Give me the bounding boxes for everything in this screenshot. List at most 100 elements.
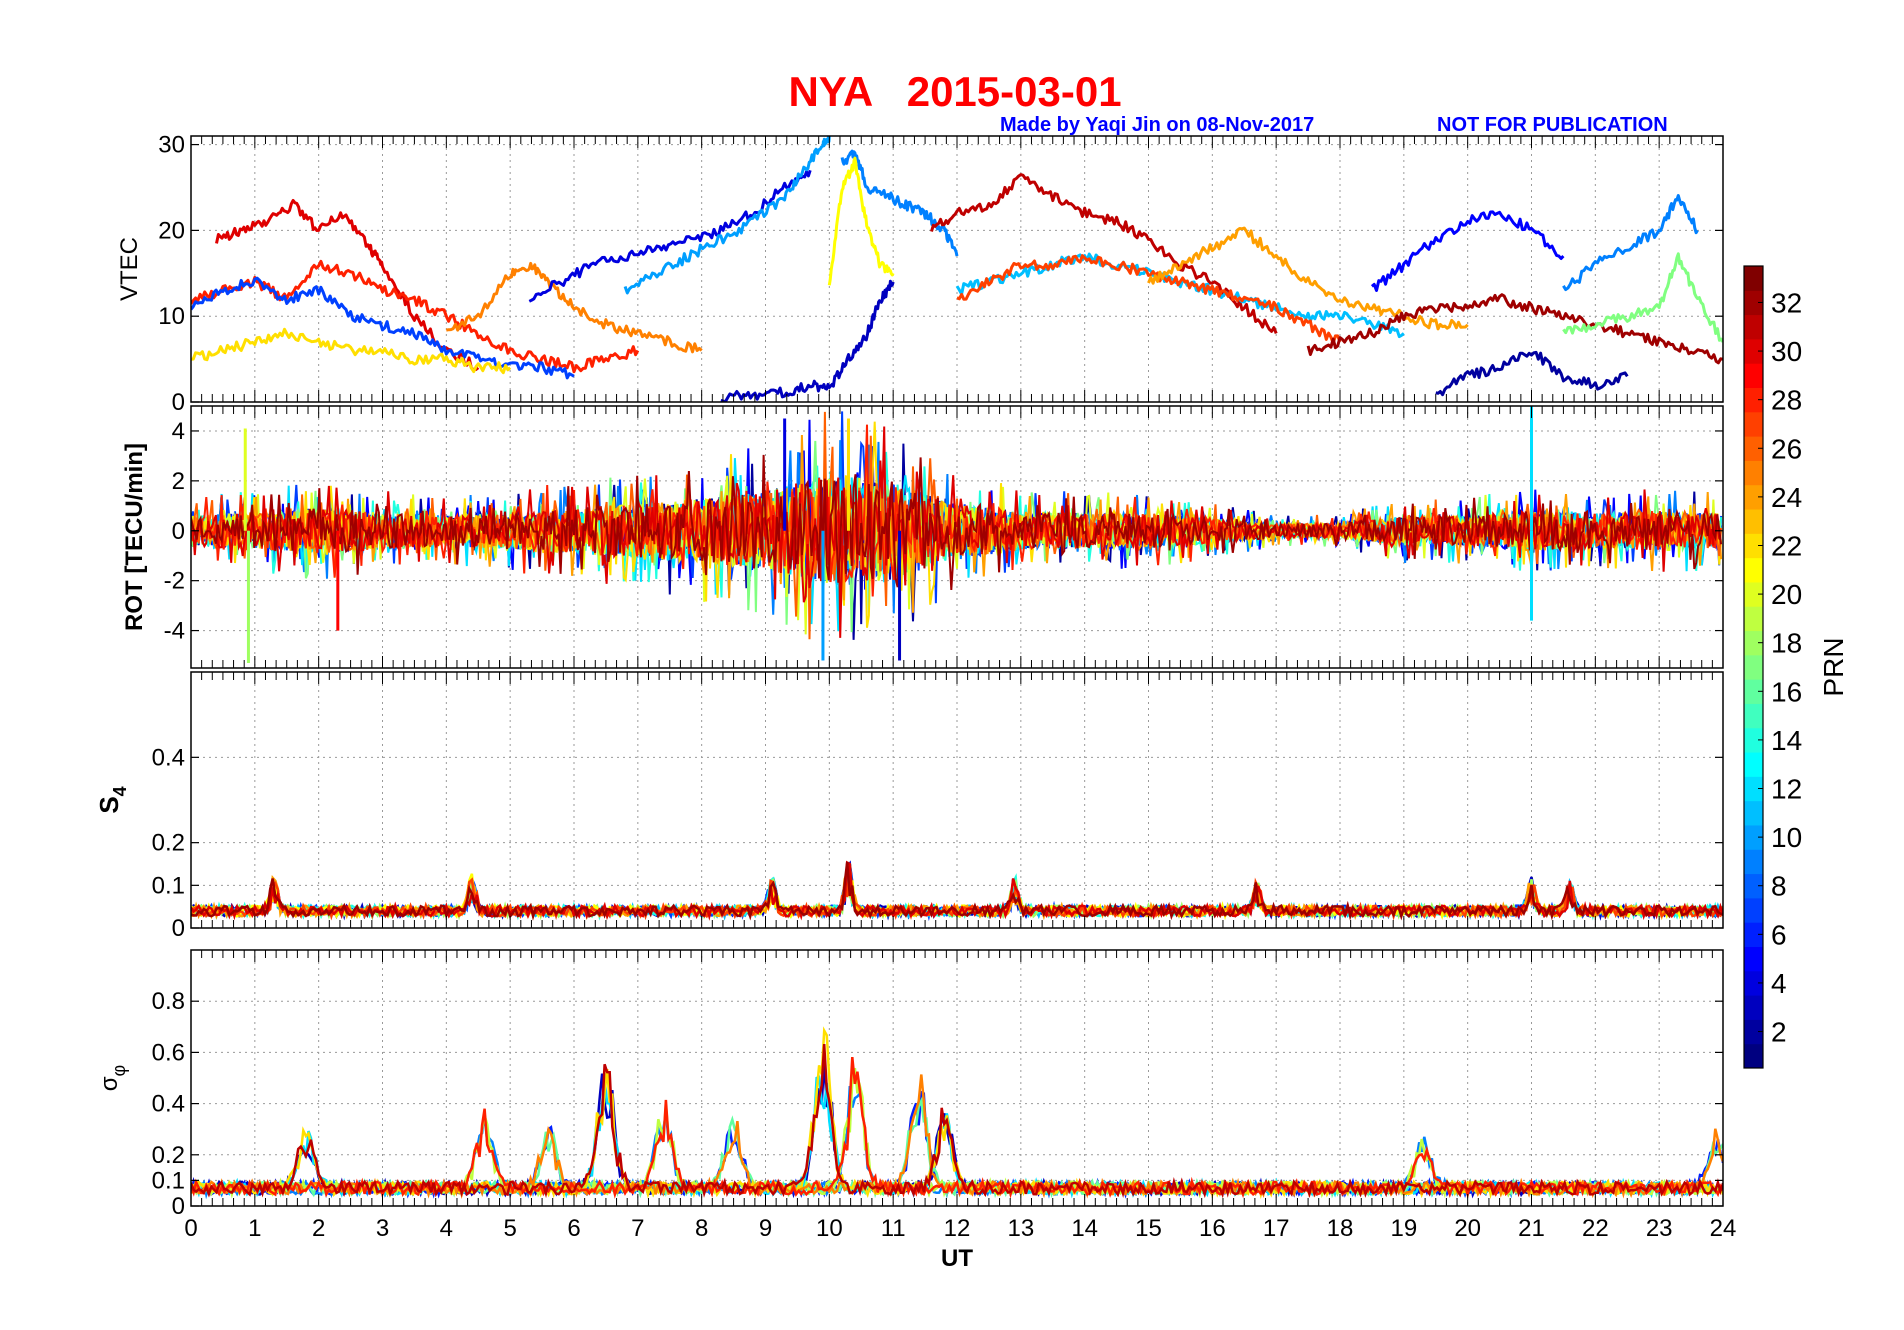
vtec-series-line bbox=[528, 169, 812, 303]
y-tick-label: 20 bbox=[158, 217, 185, 244]
x-tick-label: 11 bbox=[881, 1215, 906, 1242]
colorbar-band bbox=[1744, 533, 1763, 559]
s4-panel: 0 0.1 0.2 0.4 S4 bbox=[94, 671, 1724, 942]
colorbar-band bbox=[1744, 727, 1763, 753]
sigma-ylabel: σφ bbox=[96, 1065, 129, 1091]
colorbar-tick-label: 32 bbox=[1771, 287, 1802, 318]
x-tick-label: 19 bbox=[1390, 1215, 1417, 1242]
s4-series bbox=[191, 860, 1723, 922]
colorbar-band bbox=[1744, 1043, 1763, 1069]
vtec-series-line bbox=[1370, 210, 1565, 292]
colorbar-band bbox=[1744, 800, 1763, 826]
x-tick-label: 18 bbox=[1327, 1215, 1354, 1242]
colorbar-band bbox=[1744, 752, 1763, 777]
colorbar-label: PRN bbox=[1818, 637, 1849, 696]
colorbar-tick-label: 16 bbox=[1771, 676, 1802, 707]
sigma-ticks: 00.10.2 0.4 0.6 0.8 bbox=[152, 950, 1724, 1220]
x-tick-label: 8 bbox=[695, 1215, 708, 1242]
colorbar-band bbox=[1744, 557, 1763, 583]
colorbar-tick-label: 20 bbox=[1771, 579, 1802, 610]
colorbar-band bbox=[1744, 338, 1763, 364]
s4-series-line bbox=[191, 861, 1723, 921]
x-tick-label: 15 bbox=[1135, 1215, 1162, 1242]
sigma-grid bbox=[191, 950, 1723, 1206]
x-tick-label: 3 bbox=[376, 1215, 389, 1242]
vtec-series-line bbox=[1562, 252, 1723, 343]
colorbar-tick-label: 14 bbox=[1771, 725, 1802, 756]
colorbar-band bbox=[1744, 849, 1763, 875]
colorbar-band bbox=[1744, 484, 1763, 510]
vtec-series-line bbox=[930, 173, 1278, 334]
colorbar-band bbox=[1744, 946, 1763, 972]
x-tick-label: 4 bbox=[440, 1215, 453, 1242]
y-tick-label: 0.4 bbox=[152, 1091, 185, 1118]
colorbar-band bbox=[1744, 654, 1763, 680]
y-tick-label: -2 bbox=[164, 568, 185, 595]
colorbar-band bbox=[1744, 581, 1763, 607]
colorbar-band bbox=[1744, 509, 1763, 534]
vtec-series-line bbox=[191, 327, 512, 375]
x-tick-label: 9 bbox=[759, 1215, 772, 1242]
colorbar-tick-label: 4 bbox=[1771, 968, 1787, 999]
colorbar-tick-label: 24 bbox=[1771, 482, 1802, 513]
vtec-series-line bbox=[623, 136, 831, 295]
colorbar-tick-label: 28 bbox=[1771, 385, 1802, 416]
colorbar-band bbox=[1744, 290, 1763, 316]
s4-ticks: 0 0.1 0.2 0.4 bbox=[152, 672, 1724, 942]
y-tick-label: 0.2 bbox=[152, 830, 185, 857]
colorbar-band bbox=[1744, 436, 1763, 461]
y-tick-label: 0.8 bbox=[152, 988, 185, 1015]
vtec-series-line bbox=[956, 254, 1342, 345]
vtec-series-line bbox=[840, 149, 959, 257]
y-tick-label: 0 bbox=[172, 389, 185, 416]
s4-grid bbox=[191, 672, 1723, 928]
y-tick-label: 0.1 bbox=[152, 1167, 185, 1194]
colorbar-band bbox=[1744, 679, 1763, 704]
x-tick-labels: 0 1 2 3 4 5 6 7 8 9 10 11 12 13 14 15 16 17 18 19 20 21 22 23 24 bbox=[184, 1215, 1736, 1242]
colorbar-frame bbox=[1743, 265, 1764, 1069]
x-tick-label: 10 bbox=[816, 1215, 843, 1242]
x-tick-label: 12 bbox=[944, 1215, 971, 1242]
x-tick-label: 14 bbox=[1071, 1215, 1098, 1242]
x-tick-label: 5 bbox=[503, 1215, 516, 1242]
colorbar-band bbox=[1744, 387, 1763, 413]
colorbar-bands bbox=[1744, 266, 1763, 1069]
x-tick-label: 2 bbox=[312, 1215, 325, 1242]
colorbar-band bbox=[1744, 630, 1763, 656]
rot-ticks: -4 -2 0 2 4 bbox=[164, 406, 1724, 668]
x-tick-label: 20 bbox=[1454, 1215, 1481, 1242]
x-tick-label: 16 bbox=[1199, 1215, 1226, 1242]
sigma-panel: 00.10.20.40.60.8 σφ 0 1 2 3 4 5 6 7 8 9 10 11 12 13 14… bbox=[96, 949, 1736, 1272]
y-tick-label: 0 bbox=[172, 1193, 185, 1220]
colorbar-tick-label: 12 bbox=[1771, 774, 1802, 805]
x-tick-label: 22 bbox=[1582, 1215, 1609, 1242]
colorbar-band bbox=[1744, 824, 1763, 850]
vtec-series-line bbox=[191, 276, 575, 380]
svg-text:σφ: σφ bbox=[96, 1065, 129, 1091]
x-tick-label: 24 bbox=[1710, 1215, 1737, 1242]
vtec-series-line bbox=[955, 252, 1405, 339]
vtec-series bbox=[191, 136, 1723, 402]
colorbar-band bbox=[1744, 363, 1763, 389]
x-tick-label: 13 bbox=[1007, 1215, 1034, 1242]
vtec-series-line bbox=[446, 261, 703, 354]
colorbar-band bbox=[1744, 776, 1763, 802]
colorbar-band bbox=[1744, 970, 1763, 996]
x-tick-label: 21 bbox=[1518, 1215, 1545, 1242]
colorbar-tick-label: 22 bbox=[1771, 530, 1802, 561]
vtec-ylabel: VTEC bbox=[116, 237, 143, 301]
s4-ylabel: S4 bbox=[94, 786, 130, 813]
rot-panel: -4 -2 0 2 4 ROT [TECU/min] bbox=[121, 405, 1724, 669]
colorbar-tick-label: 30 bbox=[1771, 336, 1802, 367]
colorbar-band bbox=[1744, 922, 1763, 947]
vtec-series-line bbox=[720, 279, 895, 402]
vtec-series-line bbox=[215, 199, 480, 372]
rot-series bbox=[191, 406, 1723, 664]
colorbar-tick-label: 26 bbox=[1771, 433, 1802, 464]
colorbar-band bbox=[1744, 606, 1763, 632]
colorbar-band bbox=[1744, 1019, 1763, 1045]
colorbar-band bbox=[1744, 314, 1763, 340]
y-tick-label: 30 bbox=[158, 132, 185, 159]
